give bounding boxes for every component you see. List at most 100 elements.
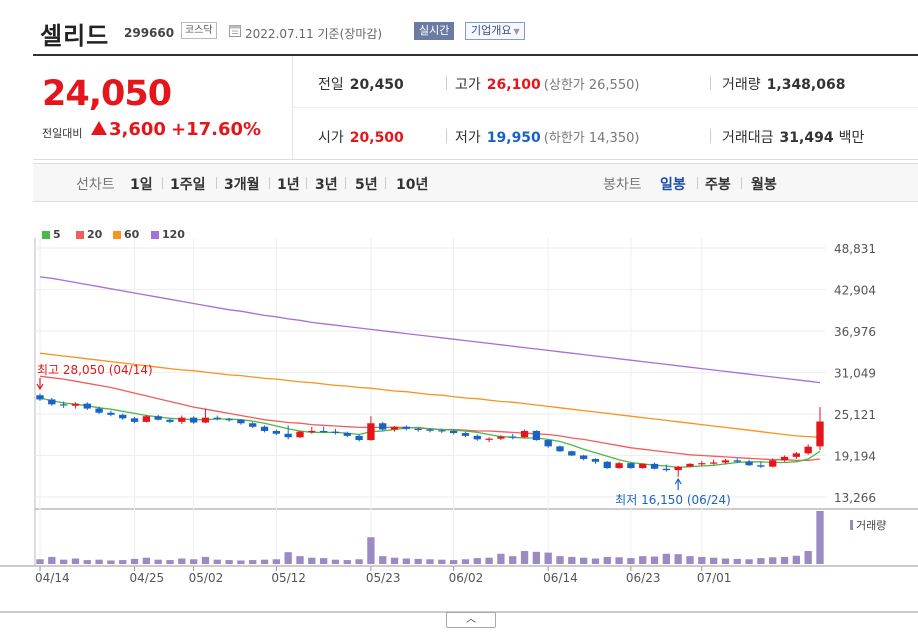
ma60-line: [39, 352, 821, 438]
candle-body: [379, 423, 387, 430]
candle-body: [556, 446, 564, 452]
candle-chart-label: 봉차트: [603, 177, 642, 193]
candle-weekly[interactable]: 주봉: [705, 177, 731, 193]
candle-body: [71, 403, 80, 406]
divider: [306, 177, 307, 189]
candle-body: [780, 456, 789, 461]
volume-bar: [83, 560, 91, 564]
legend-label-ma20: 20: [87, 228, 103, 241]
base-date: 2022.07.11 기준(장마감): [245, 27, 383, 41]
volume-bar: [556, 556, 564, 564]
market-badge: 코스닥: [181, 22, 217, 39]
candle-body: [674, 466, 682, 471]
volume-bar: [402, 558, 411, 564]
x-tick-label: 04/25: [130, 571, 165, 585]
open-price: 시가 20,500: [318, 130, 404, 146]
legend-label-ma120: 120: [162, 228, 185, 241]
volume-bar: [119, 560, 127, 564]
candle-body: [509, 436, 517, 438]
y-tick-label: 19,194: [834, 450, 876, 464]
volume-bar: [166, 560, 174, 564]
change-label: 전일대비: [42, 127, 83, 140]
candle-body: [260, 426, 269, 431]
volume-bar: [568, 556, 576, 564]
period-1w[interactable]: 1주일: [170, 177, 206, 193]
candle-body: [272, 430, 281, 434]
candle-body: [213, 417, 221, 420]
volume-bar: [95, 559, 103, 564]
expand-chart-button[interactable]: ︿: [446, 612, 496, 628]
candle-body: [355, 435, 363, 441]
period-1d[interactable]: 1일: [130, 177, 153, 193]
divider: [162, 177, 163, 189]
candle-body: [201, 417, 210, 423]
divider: [446, 76, 447, 90]
period-bar: [33, 163, 918, 202]
volume-bar: [662, 553, 671, 564]
low-price: 저가 19,950 (하한가 14,350): [455, 130, 640, 146]
candle-body: [816, 421, 824, 447]
volume-bar: [107, 560, 115, 564]
candle-daily[interactable]: 일봉: [660, 177, 686, 193]
volume-bar: [461, 559, 470, 564]
candle-body: [426, 429, 434, 431]
candle-monthly[interactable]: 월봉: [751, 177, 777, 193]
price-summary: [33, 54, 918, 160]
candle-body: [130, 418, 139, 422]
period-1y[interactable]: 1년: [277, 177, 300, 193]
divider: [216, 177, 217, 189]
candle-body: [698, 463, 706, 465]
divider: [345, 177, 346, 189]
stock-name: 셀리드: [40, 22, 110, 50]
candle-body: [189, 417, 198, 423]
candle-body: [284, 433, 292, 438]
candle-body: [308, 430, 316, 433]
trade-amount: 거래대금 31,494 백만: [722, 130, 865, 146]
divider: [292, 56, 293, 160]
volume-bar: [509, 556, 517, 564]
candle-body: [119, 414, 127, 419]
volume-bar: [390, 557, 399, 564]
volume: 거래량 1,348,068: [722, 77, 846, 93]
candle-body: [603, 461, 611, 469]
candle-body: [579, 455, 588, 459]
candle-body: [154, 416, 162, 420]
x-tick-label: 06/23: [626, 571, 661, 585]
candle-body: [95, 408, 103, 413]
candle-body: [709, 462, 718, 464]
volume-bar: [201, 556, 210, 564]
period-3y[interactable]: 3년: [315, 177, 338, 193]
y-tick-label: 31,049: [834, 367, 876, 381]
volume-bar: [59, 559, 68, 564]
legend-label-ma60: 60: [124, 228, 140, 241]
realtime-button[interactable]: 실시간: [414, 22, 455, 40]
volume-bar: [272, 559, 281, 564]
volume-bar: [331, 559, 340, 564]
x-tick-label: 05/23: [366, 571, 401, 585]
company-overview-label: 기업개요: [471, 24, 512, 37]
ma120-line: [39, 276, 821, 384]
volume-bar: [48, 556, 56, 564]
candle-body: [237, 419, 245, 424]
volume-bar: [650, 556, 659, 564]
volume-bar: [674, 554, 682, 564]
high-annotation: 최고 28,050 (04/14): [37, 363, 153, 377]
volume-bar: [544, 552, 552, 564]
period-10y[interactable]: 10년: [396, 177, 429, 193]
candle-body: [296, 431, 304, 438]
candle-body: [449, 430, 458, 434]
chevron-up-icon: ︿: [466, 614, 476, 625]
company-overview-button[interactable]: 기업개요 ▼: [465, 22, 525, 40]
divider: [385, 177, 386, 189]
period-5y[interactable]: 5년: [355, 177, 378, 193]
period-3m[interactable]: 3개월: [224, 177, 260, 193]
volume-legend-label: 거래량: [856, 519, 886, 532]
volume-bar: [698, 556, 706, 564]
volume-bar: [355, 559, 363, 564]
candle-body: [59, 404, 68, 406]
volume-bar: [591, 558, 600, 564]
stock-code: 299660: [124, 26, 175, 40]
volume-bar: [520, 551, 529, 564]
volume-bar: [308, 557, 316, 564]
